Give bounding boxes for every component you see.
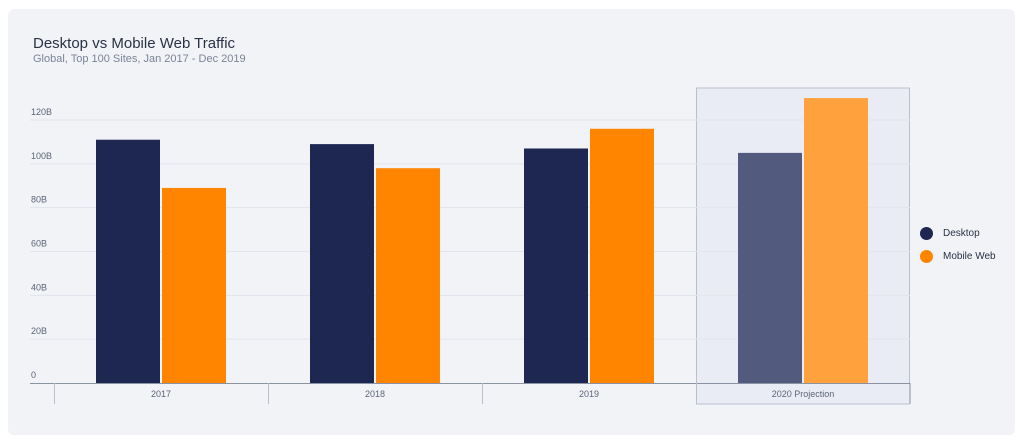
legend-label-desktop: Desktop <box>943 227 980 239</box>
bar-desktop-2020-projection <box>738 152 802 383</box>
legend-swatch-mobile-web <box>920 249 933 263</box>
y-tick-label: 100B <box>31 151 52 161</box>
x-tick-label: 2019 <box>579 389 599 399</box>
bar-mobile-web-2019 <box>590 128 654 383</box>
bar-desktop-2018 <box>310 144 374 383</box>
y-tick-label: 40B <box>31 282 47 292</box>
projection-highlight-box <box>696 87 910 405</box>
x-tick-label: 2020 Projection <box>772 389 835 399</box>
legend-item-mobile-web[interactable]: Mobile Web <box>920 249 996 263</box>
bar-mobile-web-2018 <box>376 168 440 383</box>
y-tick-label: 120B <box>31 107 52 117</box>
y-tick-label: 0 <box>31 370 36 380</box>
bar-mobile-web-2020-projection <box>804 98 868 383</box>
legend-swatch-desktop <box>920 226 933 240</box>
bar-desktop-2019 <box>524 148 588 383</box>
chart-legend: Desktop Mobile Web <box>920 226 996 272</box>
legend-label-mobile-web: Mobile Web <box>943 250 996 262</box>
y-tick-label: 60B <box>31 239 47 249</box>
x-tick-label: 2018 <box>365 389 385 399</box>
x-tick-label: 2017 <box>151 389 171 399</box>
y-tick-label: 80B <box>31 195 47 205</box>
bar-mobile-web-2017 <box>162 187 226 383</box>
chart-title: Desktop vs Mobile Web Traffic <box>33 35 236 52</box>
bar-desktop-2017 <box>96 139 160 383</box>
chart-subtitle: Global, Top 100 Sites, Jan 2017 - Dec 20… <box>33 53 246 65</box>
y-tick-label: 20B <box>31 326 47 336</box>
legend-item-desktop[interactable]: Desktop <box>920 226 996 240</box>
